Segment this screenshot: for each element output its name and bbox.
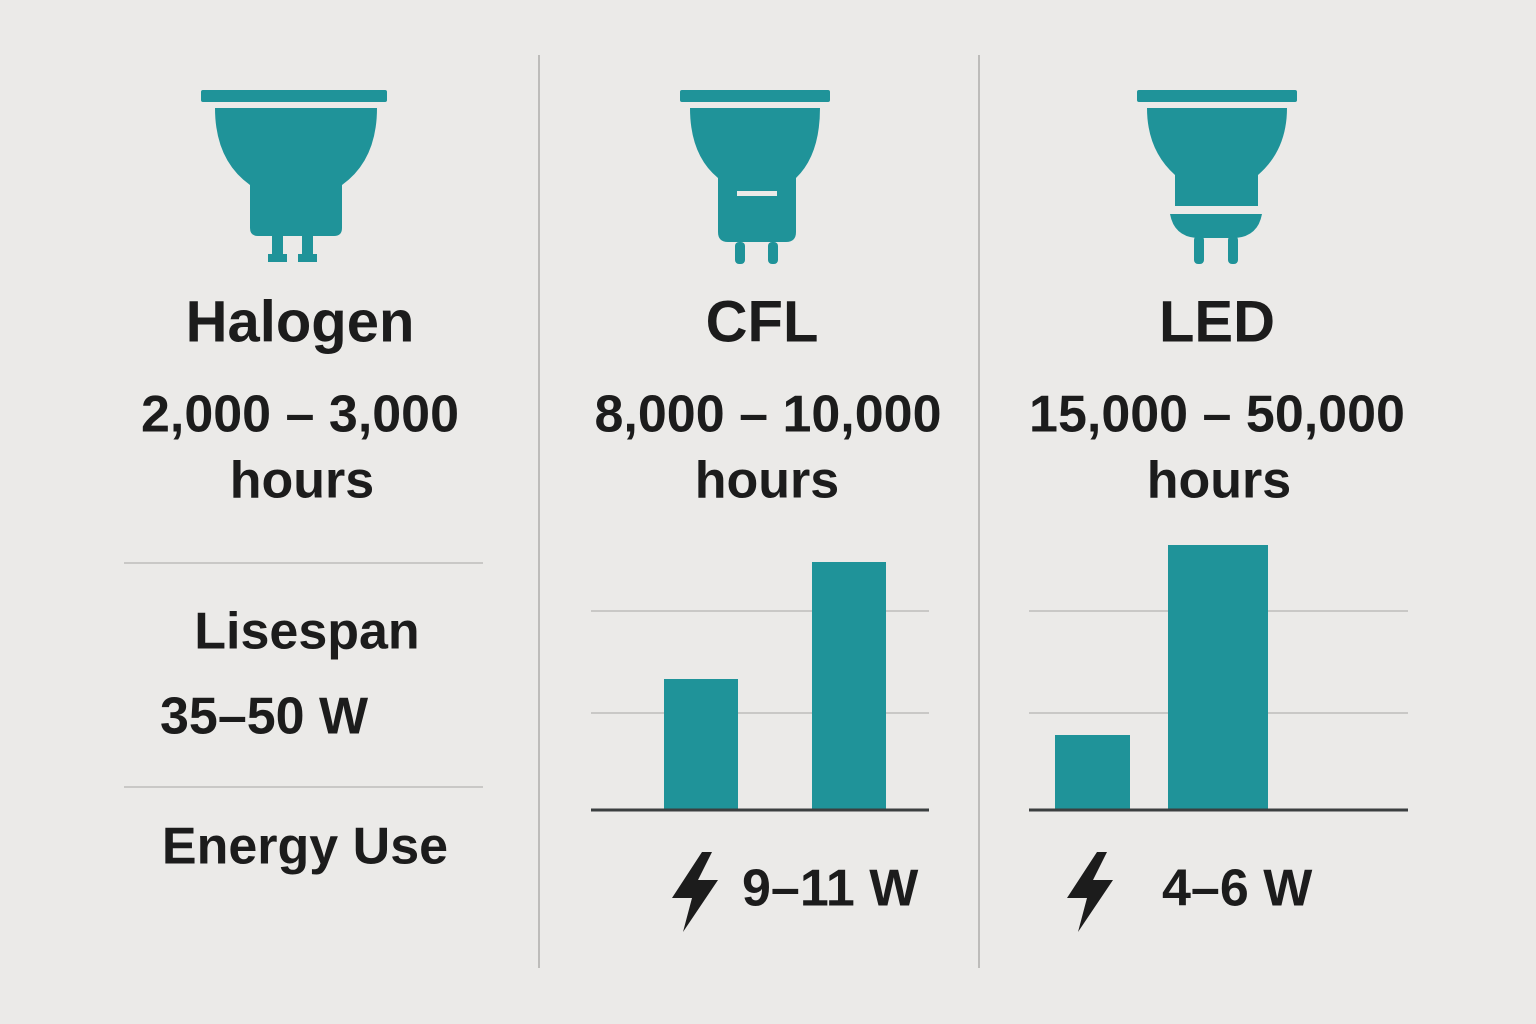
energy-value: 9–11 W xyxy=(742,860,919,918)
lifespan-range: 15,000 – 50,000 xyxy=(1029,386,1405,444)
lifespan-unit: hours xyxy=(695,452,839,510)
lifespan-range: 8,000 – 10,000 xyxy=(595,386,942,444)
bulb-name: LED xyxy=(1159,289,1275,354)
energy-value: 4–6 W xyxy=(1162,860,1313,918)
lifespan-unit: hours xyxy=(230,452,374,510)
lifespan-unit: hours xyxy=(1147,452,1291,510)
cfl-icon xyxy=(680,90,830,264)
led-chart xyxy=(1029,545,1408,812)
led-icon xyxy=(1137,90,1297,264)
lifespan-range: 2,000 – 3,000 xyxy=(141,386,459,444)
energy-label: Energy Use xyxy=(162,818,448,876)
bulb-name: Halogen xyxy=(186,289,415,354)
bolt-icon xyxy=(672,852,718,932)
halogen-icon xyxy=(201,90,387,262)
bolt-icon xyxy=(1067,852,1113,932)
bulb-name: CFL xyxy=(706,289,819,354)
energy-value: 35–50 W xyxy=(160,688,369,746)
cfl-chart xyxy=(591,562,929,812)
lifespan-label: Lisespan xyxy=(194,603,419,661)
